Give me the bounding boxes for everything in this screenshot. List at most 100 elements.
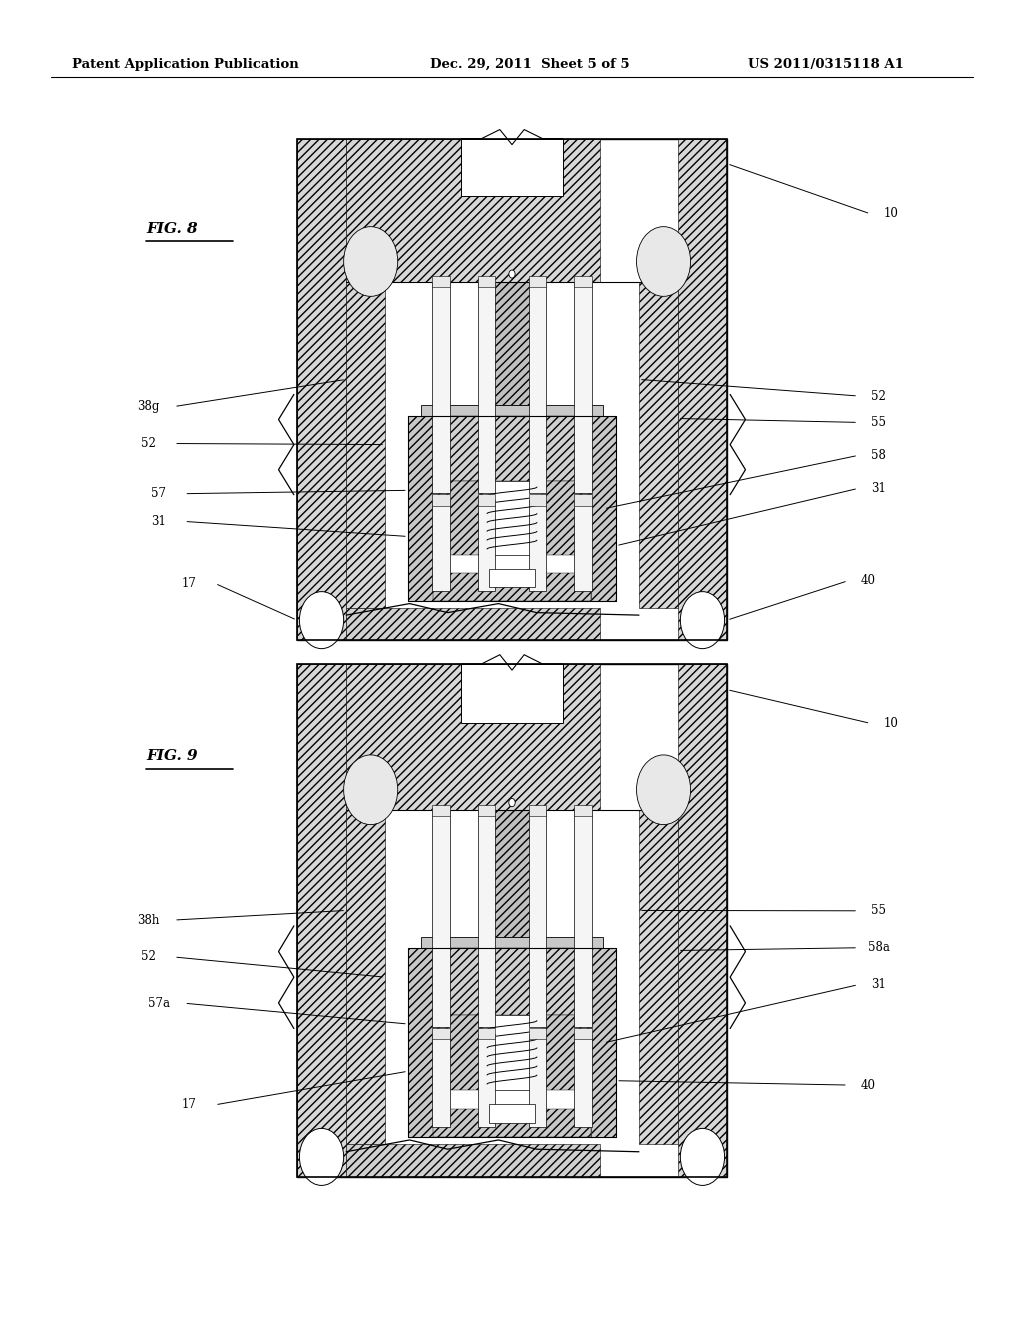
Bar xyxy=(478,1028,496,1039)
Bar xyxy=(432,276,450,288)
Bar xyxy=(478,805,496,816)
Bar xyxy=(678,664,727,1177)
Bar xyxy=(421,405,603,417)
Circle shape xyxy=(509,271,515,279)
Text: Patent Application Publication: Patent Application Publication xyxy=(72,58,298,71)
Text: FIG. 9: FIG. 9 xyxy=(146,750,198,763)
Bar xyxy=(639,810,678,1144)
Bar xyxy=(297,139,727,640)
Bar xyxy=(574,500,592,591)
Bar xyxy=(432,281,450,494)
Bar xyxy=(542,1015,591,1090)
Bar xyxy=(489,1105,535,1123)
Text: 55: 55 xyxy=(871,904,886,917)
Text: 31: 31 xyxy=(871,978,886,991)
Bar xyxy=(478,500,496,591)
Text: 40: 40 xyxy=(861,574,876,587)
Bar xyxy=(574,805,592,816)
Bar xyxy=(432,1028,450,1039)
Bar xyxy=(432,495,450,506)
Text: 10: 10 xyxy=(884,207,898,220)
Bar xyxy=(542,480,591,554)
Bar xyxy=(489,569,535,587)
Bar xyxy=(297,139,346,640)
Bar xyxy=(408,417,433,601)
Bar xyxy=(478,495,496,506)
Text: 40: 40 xyxy=(861,1078,876,1092)
Text: Dec. 29, 2011  Sheet 5 of 5: Dec. 29, 2011 Sheet 5 of 5 xyxy=(430,58,630,71)
Bar xyxy=(346,664,600,810)
Bar xyxy=(433,480,482,554)
Bar xyxy=(528,281,546,494)
Bar xyxy=(478,276,496,288)
Text: 52: 52 xyxy=(871,389,886,403)
Bar xyxy=(432,805,450,816)
Text: 57: 57 xyxy=(152,487,166,500)
Bar xyxy=(461,139,563,197)
Bar xyxy=(574,276,592,288)
Bar xyxy=(433,417,591,480)
Text: 17: 17 xyxy=(182,1098,197,1111)
Text: 52: 52 xyxy=(141,437,156,450)
Bar xyxy=(346,1144,600,1177)
Text: 38h: 38h xyxy=(137,913,160,927)
Bar xyxy=(482,1015,542,1090)
Bar xyxy=(489,810,535,937)
Circle shape xyxy=(637,227,690,296)
Bar xyxy=(461,664,563,723)
Bar xyxy=(528,810,546,1027)
Bar xyxy=(478,281,496,494)
Bar xyxy=(433,949,591,1015)
Bar xyxy=(346,607,600,640)
Bar xyxy=(433,573,591,601)
Text: 10: 10 xyxy=(884,717,898,730)
Circle shape xyxy=(299,591,344,648)
Bar xyxy=(346,139,600,281)
Bar xyxy=(574,281,592,494)
Text: 31: 31 xyxy=(152,515,166,528)
Bar xyxy=(346,281,385,607)
Bar xyxy=(433,1015,482,1090)
Bar xyxy=(528,500,546,591)
Bar xyxy=(408,949,433,1138)
Text: FIG. 8: FIG. 8 xyxy=(146,222,198,236)
Bar xyxy=(432,1034,450,1127)
Text: 58: 58 xyxy=(871,449,886,462)
Bar xyxy=(346,810,385,1144)
Text: 31: 31 xyxy=(871,482,886,495)
Circle shape xyxy=(637,755,690,825)
Bar xyxy=(408,949,616,1138)
Bar xyxy=(482,480,542,554)
Circle shape xyxy=(299,1129,344,1185)
Bar xyxy=(297,664,727,1177)
Circle shape xyxy=(344,755,397,825)
Bar xyxy=(574,1028,592,1039)
Bar xyxy=(421,937,603,949)
Text: 57a: 57a xyxy=(147,997,170,1010)
Bar xyxy=(574,495,592,506)
Bar xyxy=(478,810,496,1027)
Bar xyxy=(297,139,727,640)
Bar xyxy=(528,805,546,816)
Circle shape xyxy=(509,799,515,807)
Bar xyxy=(297,664,727,1177)
Bar xyxy=(432,500,450,591)
Text: US 2011/0315118 A1: US 2011/0315118 A1 xyxy=(748,58,903,71)
Text: 58a: 58a xyxy=(867,941,890,954)
Text: 17: 17 xyxy=(182,577,197,590)
Text: 52: 52 xyxy=(141,950,156,964)
Bar xyxy=(297,664,346,1177)
Bar xyxy=(528,1028,546,1039)
Text: 55: 55 xyxy=(871,416,886,429)
Bar xyxy=(528,276,546,288)
Bar xyxy=(591,949,616,1138)
Bar xyxy=(639,281,678,607)
Bar xyxy=(591,417,616,601)
Bar xyxy=(433,1109,591,1138)
Bar xyxy=(528,1034,546,1127)
Bar xyxy=(528,495,546,506)
Circle shape xyxy=(344,227,397,296)
Bar xyxy=(489,281,535,405)
Circle shape xyxy=(680,1129,725,1185)
Bar xyxy=(574,810,592,1027)
